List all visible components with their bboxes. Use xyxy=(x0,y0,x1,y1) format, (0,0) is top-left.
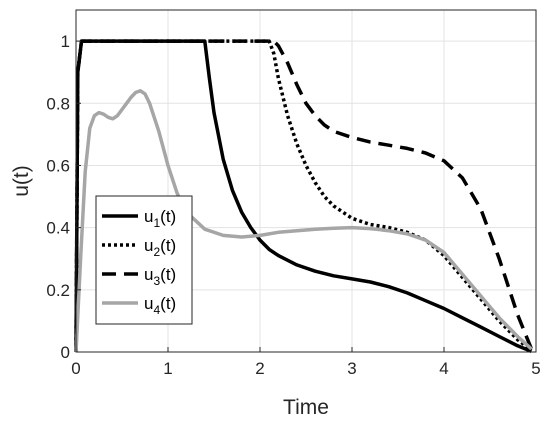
y-tick-label: 0 xyxy=(61,343,70,362)
x-axis-title: Time xyxy=(283,396,329,419)
axis-ticks: 0 1 2 3 4 5 0 0.2 0.4 0.6 0.8 1 xyxy=(46,32,540,378)
legend-label-u4: u4(t) xyxy=(144,294,176,317)
x-tick-label: 4 xyxy=(439,359,448,378)
y-tick-label: 1 xyxy=(61,32,70,51)
series-line-u2 xyxy=(74,39,533,353)
series-line-u3 xyxy=(74,39,534,353)
legend: u1(t) u2(t) u3(t) u4(t) xyxy=(95,195,193,325)
y-tick-label: 0.4 xyxy=(46,219,70,238)
y-tick-label: 0.2 xyxy=(46,281,70,300)
y-tick-label: 0.6 xyxy=(46,156,70,175)
legend-label-u2: u2(t) xyxy=(144,236,176,259)
x-tick-label: 1 xyxy=(163,359,172,378)
x-tick-label: 0 xyxy=(71,359,80,378)
plot-frame xyxy=(75,9,537,353)
series-line-u1 xyxy=(74,39,533,354)
x-tick-label: 3 xyxy=(347,359,356,378)
legend-label-u3: u3(t) xyxy=(144,265,176,288)
x-tick-label: 2 xyxy=(255,359,264,378)
x-tick-label: 5 xyxy=(531,359,540,378)
legend-label-u1: u1(t) xyxy=(144,207,176,230)
y-axis-title: u(t) xyxy=(10,165,33,197)
y-tick-label: 0.8 xyxy=(46,94,70,113)
